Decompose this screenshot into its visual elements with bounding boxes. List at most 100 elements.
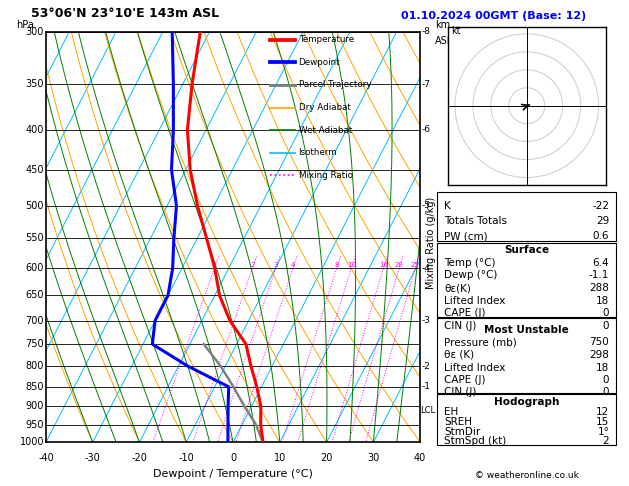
Text: -1: -1 — [421, 382, 430, 391]
Text: Parcel Trajectory: Parcel Trajectory — [299, 81, 371, 89]
Text: 750: 750 — [589, 337, 610, 347]
Text: 40: 40 — [414, 452, 426, 463]
Text: 950: 950 — [26, 420, 44, 430]
Text: ASL: ASL — [435, 35, 454, 46]
Text: -2: -2 — [421, 362, 430, 371]
Text: -3: -3 — [421, 316, 430, 325]
Text: -5: -5 — [421, 201, 430, 210]
Text: 16: 16 — [379, 262, 388, 268]
Text: Pressure (mb): Pressure (mb) — [444, 337, 517, 347]
Text: Dewpoint / Temperature (°C): Dewpoint / Temperature (°C) — [153, 469, 313, 479]
Text: Lifted Index: Lifted Index — [444, 363, 506, 373]
Text: © weatheronline.co.uk: © weatheronline.co.uk — [475, 471, 579, 480]
Text: 18: 18 — [596, 363, 610, 373]
Text: -6: -6 — [421, 125, 430, 134]
Text: 15: 15 — [596, 417, 610, 427]
Text: Mixing Ratio: Mixing Ratio — [299, 171, 352, 180]
Text: 350: 350 — [26, 79, 44, 89]
Text: EH: EH — [444, 407, 459, 417]
Text: -20: -20 — [131, 452, 147, 463]
Text: Dry Adiabat: Dry Adiabat — [299, 103, 350, 112]
Text: 53°06'N 23°10'E 143m ASL: 53°06'N 23°10'E 143m ASL — [31, 7, 219, 20]
Text: Hodograph: Hodograph — [494, 397, 559, 407]
Text: 8: 8 — [335, 262, 339, 268]
Text: Surface: Surface — [504, 245, 549, 255]
Text: CIN (J): CIN (J) — [444, 321, 477, 331]
Text: -30: -30 — [85, 452, 101, 463]
Text: 01.10.2024 00GMT (Base: 12): 01.10.2024 00GMT (Base: 12) — [401, 11, 587, 21]
Text: 0: 0 — [230, 452, 236, 463]
Text: -7: -7 — [421, 80, 430, 88]
Text: 2: 2 — [603, 436, 610, 446]
Text: 800: 800 — [26, 361, 44, 371]
Text: 20: 20 — [395, 262, 404, 268]
Text: 18: 18 — [596, 295, 610, 306]
Text: Mixing Ratio (g/kg): Mixing Ratio (g/kg) — [426, 197, 436, 289]
Text: Temperature: Temperature — [299, 35, 353, 44]
Text: hPa: hPa — [16, 19, 34, 30]
Text: 600: 600 — [26, 263, 44, 273]
Text: StmSpd (kt): StmSpd (kt) — [444, 436, 506, 446]
Text: Totals Totals: Totals Totals — [444, 216, 508, 226]
Text: 0: 0 — [603, 308, 610, 318]
Text: Lifted Index: Lifted Index — [444, 295, 506, 306]
Text: 6.4: 6.4 — [593, 258, 610, 268]
Text: 0: 0 — [603, 387, 610, 397]
Text: -8: -8 — [421, 27, 430, 36]
Text: 29: 29 — [596, 216, 610, 226]
Text: CAPE (J): CAPE (J) — [444, 308, 486, 318]
Text: kt: kt — [452, 26, 461, 36]
Text: Isotherm: Isotherm — [299, 148, 337, 157]
Text: 650: 650 — [26, 290, 44, 300]
Text: 450: 450 — [26, 165, 44, 175]
Text: 850: 850 — [26, 382, 44, 392]
Text: Wet Adiabat: Wet Adiabat — [299, 126, 352, 135]
Text: 0: 0 — [603, 321, 610, 331]
Text: 1°: 1° — [598, 427, 610, 436]
Text: 1000: 1000 — [19, 437, 44, 447]
Text: LCL: LCL — [420, 406, 435, 415]
Bar — [437, 394, 616, 445]
Text: 1: 1 — [212, 262, 217, 268]
Text: 2: 2 — [250, 262, 255, 268]
Text: 298: 298 — [589, 350, 610, 360]
Text: θε (K): θε (K) — [444, 350, 474, 360]
Text: -10: -10 — [179, 452, 194, 463]
Bar — [437, 318, 616, 393]
Text: 288: 288 — [589, 283, 610, 293]
Text: -4: -4 — [421, 263, 430, 273]
Text: CAPE (J): CAPE (J) — [444, 375, 486, 385]
Text: -22: -22 — [593, 201, 610, 211]
Text: 4: 4 — [291, 262, 295, 268]
Bar — [437, 192, 616, 241]
Text: 12: 12 — [596, 407, 610, 417]
Text: 0: 0 — [603, 375, 610, 385]
Text: θε(K): θε(K) — [444, 283, 471, 293]
Text: 0.6: 0.6 — [593, 231, 610, 241]
Text: 300: 300 — [26, 27, 44, 36]
Text: CIN (J): CIN (J) — [444, 387, 477, 397]
Text: 400: 400 — [26, 125, 44, 135]
Text: PW (cm): PW (cm) — [444, 231, 488, 241]
Text: -40: -40 — [38, 452, 54, 463]
Text: 20: 20 — [320, 452, 333, 463]
Text: 550: 550 — [25, 233, 44, 243]
Text: 900: 900 — [26, 401, 44, 411]
Text: K: K — [444, 201, 451, 211]
Text: Most Unstable: Most Unstable — [484, 325, 569, 335]
Text: 10: 10 — [347, 262, 356, 268]
Text: 30: 30 — [367, 452, 379, 463]
Text: 10: 10 — [274, 452, 286, 463]
Text: 500: 500 — [26, 201, 44, 211]
Text: Dewp (°C): Dewp (°C) — [444, 270, 498, 280]
Text: 3: 3 — [274, 262, 278, 268]
Text: Dewpoint: Dewpoint — [299, 58, 340, 67]
Text: km: km — [435, 19, 450, 30]
Text: Temp (°C): Temp (°C) — [444, 258, 496, 268]
Text: 750: 750 — [25, 339, 44, 349]
Text: 700: 700 — [26, 315, 44, 326]
Text: SREH: SREH — [444, 417, 472, 427]
Text: -1.1: -1.1 — [589, 270, 610, 280]
Text: StmDir: StmDir — [444, 427, 481, 436]
Bar — [437, 243, 616, 317]
